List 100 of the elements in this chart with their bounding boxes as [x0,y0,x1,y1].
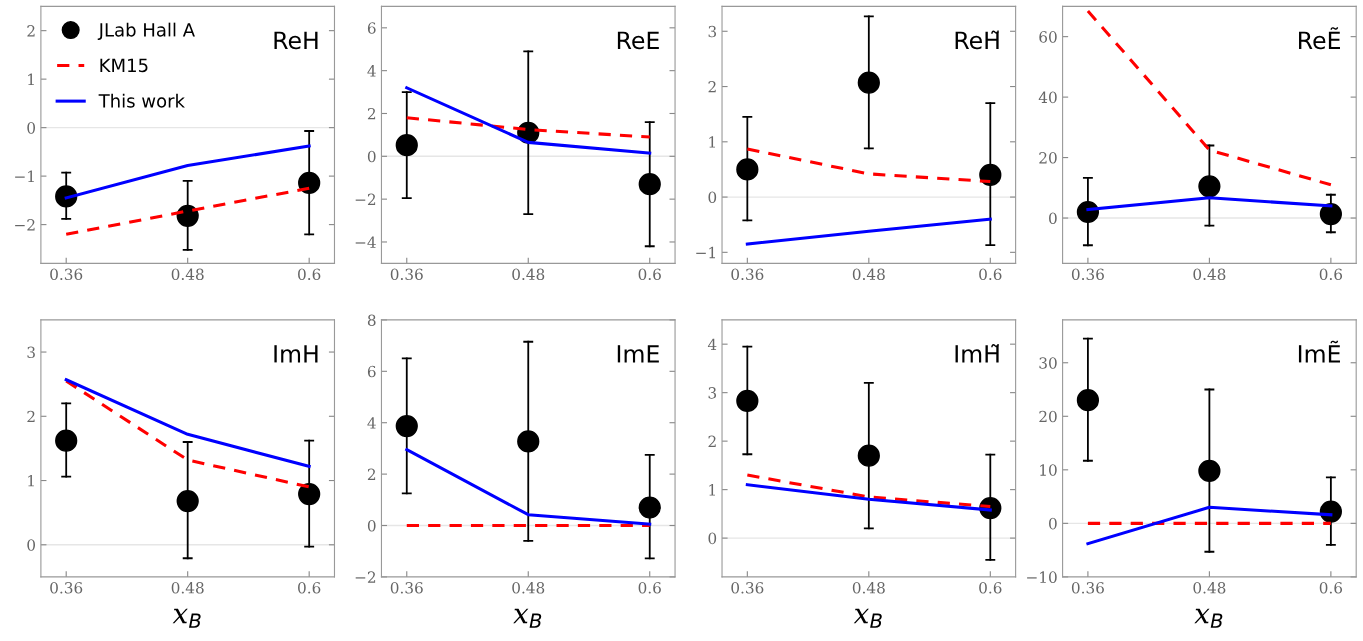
point [1076,200,1100,224]
point [1319,500,1342,523]
x-tick-label: 0.48 [1193,582,1226,594]
y-tick-label: −4 [355,236,376,248]
x-tick-label: 0.48 [852,268,885,281]
x-axis-title: x$_{B}$ [513,608,542,628]
x-tick-label: 0.6 [638,268,661,281]
y-tick-label: 20 [1039,152,1057,164]
point [736,158,759,181]
x-tick-label: 0.36 [1071,268,1104,281]
y-tick-label: −2 [15,219,35,231]
point [857,71,880,94]
y-tick-label: 0 [708,191,717,204]
y-tick-label: −10 [1027,571,1057,583]
y-tick-label: −2 [355,571,376,583]
y-tick-label: 2 [27,25,35,37]
x-tick-label: 0.48 [171,582,204,594]
y-tick-label: 3 [708,25,717,38]
x-axis-title: x$_{B}$ [172,608,201,628]
x-tick-label: 0.36 [390,268,423,281]
y-tick-label: 0 [27,539,36,551]
y-tick-label: 4 [707,338,717,350]
point [1076,389,1100,412]
text: ReH [274,31,318,50]
point [176,489,199,513]
y-tick-label: 60 [1039,31,1057,43]
y-tick-label: 2 [27,410,35,423]
point [55,429,78,452]
y-tick-label: 40 [1038,91,1057,104]
y-tick-label: 3 [708,387,717,399]
y-tick-label: 4 [367,65,376,77]
x-tick-label: 0.6 [1319,268,1343,281]
y-tick-label: 0 [1049,517,1057,530]
y-tick-label: 30 [1039,357,1057,369]
y-tick-label: 6 [367,365,376,378]
point [298,482,321,506]
point [1319,202,1342,226]
x-tick-label: 0.6 [1319,582,1343,594]
text: ReE [617,31,659,50]
y-tick-label: 2 [708,435,716,447]
x-axis-title: x$_{B}$ [853,608,882,628]
y-tick-label: 20 [1039,410,1057,423]
y-tick-label: 0 [1049,212,1057,225]
y-tick-label: −1 [15,170,34,182]
legend-label: JLab Hall A [97,22,195,40]
point [736,389,759,413]
y-tick-label: 2 [367,107,376,120]
point [1198,459,1221,483]
y-tick-label: 0 [708,532,717,545]
x-tick-label: 0.6 [979,268,1002,281]
x-tick-label: 0.48 [171,268,204,281]
point [638,173,661,196]
x-tick-label: 0.36 [1071,582,1104,594]
y-tick-label: 1 [28,73,34,85]
x-tick-label: 0.6 [298,268,321,281]
point [395,134,418,157]
y-tick-label: −2 [355,193,376,205]
x-tick-label: 0.36 [390,582,423,594]
y-tick-label: 6 [367,22,376,34]
y-tick-label: 0 [367,150,376,163]
y-tick-label: 10 [1040,464,1057,476]
y-tick-label: 1 [709,136,715,148]
text: ImE [617,345,659,363]
y-tick-label: 2 [708,81,716,93]
y-tick-label: 8 [367,314,376,326]
text: ImH̃ [955,344,999,363]
x-tick-label: 0.36 [50,268,83,281]
point [638,496,661,519]
point [1198,175,1221,198]
point [857,444,880,467]
point [176,204,199,227]
legend-label: This work [98,93,185,108]
y-tick-label: −1 [696,246,715,259]
x-tick-label: 0.36 [50,582,83,594]
x-tick-label: 0.6 [638,582,661,594]
x-tick-label: 0.48 [512,268,545,281]
text: ReẼ [1299,27,1340,50]
x-tick-label: 0.6 [298,582,321,594]
y-tick-label: 4 [367,417,376,429]
y-tick-label: 1 [28,475,34,487]
y-tick-label: 1 [709,484,715,496]
text: ReH̃ [955,30,999,50]
text: ImẼ [1298,340,1340,363]
y-tick-label: 0 [367,519,376,532]
x-tick-label: 0.48 [512,582,545,594]
x-axis-title: x$_{B}$ [1194,608,1223,628]
x-tick-label: 0.6 [979,582,1002,594]
legend-label: KM15 [100,58,148,73]
x-tick-label: 0.48 [852,582,885,594]
x-tick-label: 0.36 [731,268,764,281]
point [395,414,418,438]
y-tick-label: 3 [27,346,35,359]
text: ImH [274,345,318,363]
point [979,163,1002,187]
point [517,430,540,453]
point [298,171,321,195]
x-tick-label: 0.48 [1193,268,1226,281]
y-tick-label: 0 [27,122,36,134]
x-tick-label: 0.36 [731,582,764,594]
y-tick-label: 2 [367,468,376,480]
